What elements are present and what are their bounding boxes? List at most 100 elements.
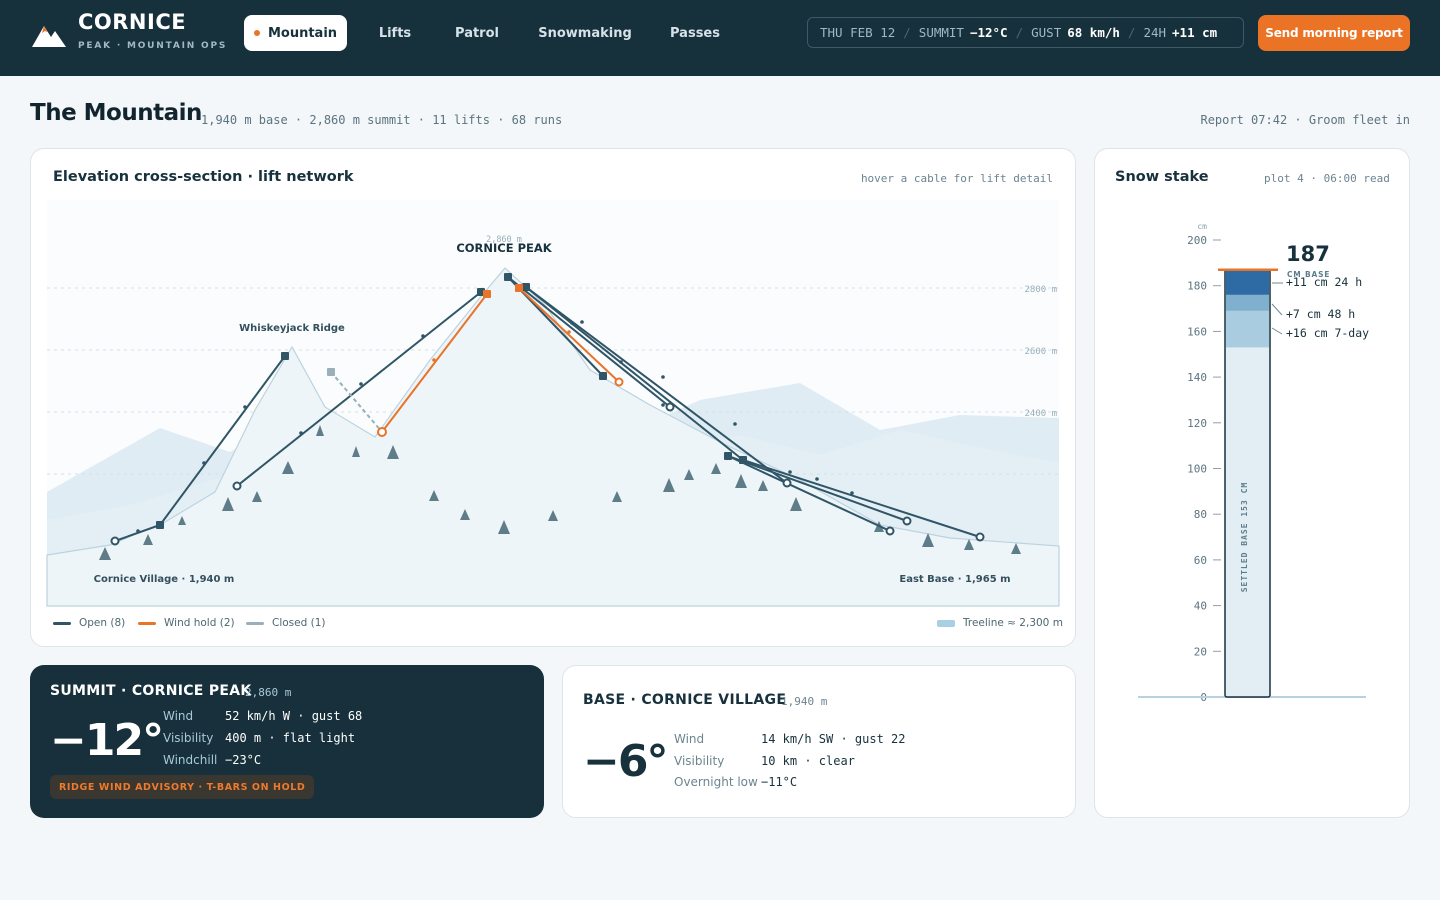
lift-cable-open[interactable]: [727, 455, 891, 532]
grid-label: 2800 m: [1024, 285, 1057, 295]
terminal-hold-base: [377, 427, 387, 437]
stake-layer-48h: [1226, 294, 1269, 311]
summit-elevation: 2,860 m: [245, 686, 292, 699]
lift-cable-open[interactable]: [727, 455, 908, 522]
peak-name-label: CORNICE PEAK: [456, 241, 552, 255]
lift-towers: [136, 320, 854, 533]
summit-temp-label: SUMMIT: [918, 25, 964, 40]
summit-wind-value: 52 km/h W · gust 68: [225, 709, 363, 723]
legend-swatch-treeline: [937, 619, 955, 627]
stake-tick-label: 40: [1194, 600, 1207, 613]
legend-swatch-hold: [138, 621, 156, 625]
gust-value: 68 km/h: [1067, 25, 1120, 40]
top-terminals: [156, 273, 747, 529]
lift-cable-open[interactable]: [525, 286, 744, 461]
base-title: BASE · CORNICE VILLAGE: [583, 692, 787, 708]
legend-hold: Wind hold (2): [138, 617, 235, 629]
ridge-label: Whiskeyjack Ridge: [239, 323, 345, 334]
nav-tab-patrol[interactable]: Patrol: [455, 25, 499, 41]
nav-tab-mountain[interactable]: Mountain: [244, 15, 347, 51]
lift-cable-wind-hold[interactable]: [518, 287, 620, 383]
stake-layer-7day: [1226, 310, 1269, 348]
legend-label-hold: Wind hold (2): [164, 617, 235, 629]
report-status: Report 07:42 · Groom fleet in: [1200, 113, 1410, 127]
stake-tick-label: 120: [1187, 417, 1207, 430]
summit-visibility-value: 400 m · flat light: [225, 731, 356, 745]
nav-tab-snowmaking[interactable]: Snowmaking: [538, 25, 632, 41]
wind-advisory-badge: RIDGE WIND ADVISORY · T-BARS ON HOLD: [50, 775, 315, 799]
summit-visibility-label: Visibility: [163, 731, 214, 745]
summit-wind-label: Wind: [163, 709, 194, 723]
stake-tick-label: 200: [1187, 234, 1207, 247]
base-low-value: −11°C: [761, 775, 798, 789]
summit-temperature: −12°: [50, 715, 164, 766]
summit-windchill-value: −23°C: [225, 753, 262, 767]
grid-label: 2400 m: [1024, 409, 1057, 419]
peak-elevation-label: 2,860 m: [486, 235, 522, 245]
nav-tab-lifts[interactable]: Lifts: [378, 25, 412, 41]
legend-closed: Closed (1): [246, 617, 325, 629]
lift-cable-closed[interactable]: [330, 371, 383, 433]
base-wind-label: Wind: [674, 732, 705, 746]
lift-cable-wind-hold[interactable]: [381, 293, 488, 433]
legend-label-closed: Closed (1): [272, 617, 326, 629]
page-subtitle: 1,940 m base · 2,860 m summit · 11 lifts…: [201, 113, 563, 127]
mountain-logo-icon: [32, 26, 66, 47]
legend-label-open: Open (8): [79, 617, 126, 629]
base-visibility-value: 10 km · clear: [761, 754, 855, 768]
east-base-label: East Base · 1,965 m: [899, 574, 1010, 585]
stake-tick-label: 140: [1187, 371, 1207, 384]
send-morning-report-button[interactable]: Send morning report: [1258, 15, 1410, 51]
hold-towers: [432, 330, 571, 362]
nav-tab-passes[interactable]: Passes: [670, 25, 720, 41]
stake-layer-24h: [1226, 269, 1269, 295]
snow-stake-title: Snow stake: [1115, 169, 1209, 185]
brand-name: CORNICE: [78, 10, 187, 34]
stake-tick-label: 180: [1187, 280, 1207, 293]
stake-tick-label: 20: [1194, 645, 1207, 658]
layer-label-48h: +7 cm 48 h: [1286, 307, 1355, 321]
base-temperature: −6°: [583, 736, 668, 787]
base-visibility-label: Visibility: [674, 754, 725, 768]
settled-base-label: SETTLED BASE 153 CM: [1240, 482, 1249, 593]
lift-cable-open[interactable]: [742, 459, 981, 538]
base-low-label: Overnight low: [674, 775, 758, 789]
stake-tick-label: 160: [1187, 325, 1207, 338]
stake-total: 187: [1286, 242, 1330, 266]
base-conditions-card: BASE · CORNICE VILLAGE 1,940 m −6° Wind …: [562, 665, 1076, 818]
lift-cable-open[interactable]: [525, 286, 788, 484]
snow-stake-hint: plot 4 · 06:00 read: [1264, 172, 1390, 185]
cross-section-hint: hover a cable for lift detail: [860, 172, 1053, 185]
grid-label: 2600 m: [1024, 347, 1057, 357]
new-snow-label: 24H: [1143, 25, 1167, 40]
wind-hold-lifts: [381, 287, 620, 433]
base-wind-value: 14 km/h SW · gust 22: [761, 732, 906, 746]
stake-total-label: CM BASE: [1287, 270, 1330, 279]
lift-cable-open[interactable]: [507, 276, 671, 408]
cross-section-title: Elevation cross-section · lift network: [53, 169, 354, 185]
new-snow-value: +11 cm: [1172, 25, 1218, 40]
terminal-hold: [515, 284, 523, 292]
base-elevation: 1,940 m: [781, 695, 828, 708]
stake-tick-label: 80: [1194, 508, 1207, 521]
page-title: The Mountain: [30, 100, 202, 126]
top-bar: CORNICE PEAK · MOUNTAIN OPS Mountain Lif…: [0, 0, 1440, 76]
terminal-hold-base: [614, 377, 624, 387]
brand-subtitle: PEAK · MOUNTAIN OPS: [78, 41, 228, 51]
tree-markers: [99, 425, 1021, 560]
summit-conditions-card: SUMMIT · CORNICE PEAK 2,860 m −12° Wind …: [30, 665, 544, 818]
layer-leaders: [1271, 282, 1283, 335]
terminal-hold: [483, 290, 491, 298]
summit-title: SUMMIT · CORNICE PEAK: [50, 683, 252, 699]
stake-tick-label: 100: [1187, 463, 1207, 476]
village-label: Cornice Village · 1,940 m: [94, 574, 235, 585]
lift-cable-open[interactable]: [236, 291, 482, 487]
stake-unit: cm: [1197, 222, 1207, 231]
stake-tick-label: 60: [1194, 554, 1207, 567]
summit-windchill-label: Windchill: [163, 753, 218, 767]
bottom-terminals: [110, 402, 985, 546]
legend-swatch-closed: [246, 621, 264, 625]
conditions-date: THU FEB 12: [820, 25, 896, 40]
